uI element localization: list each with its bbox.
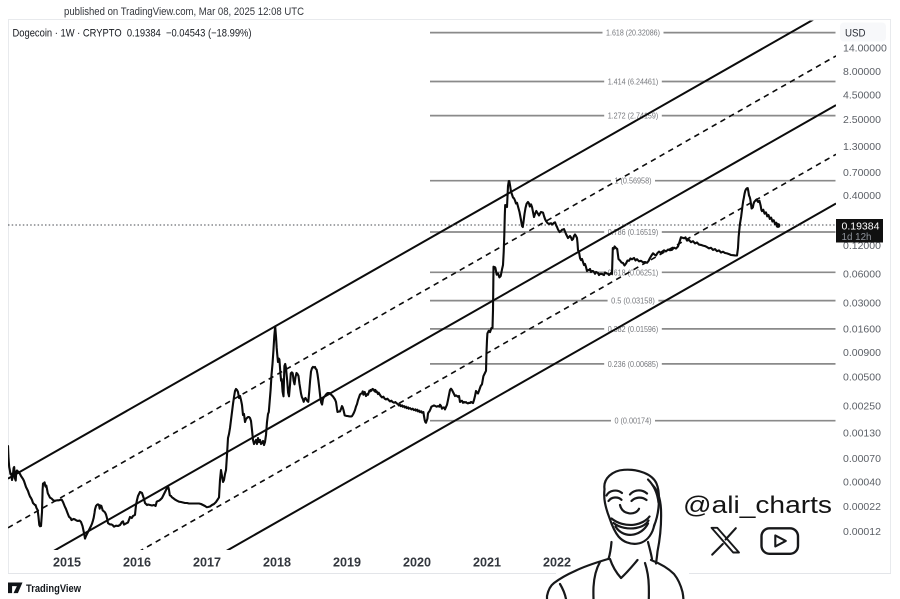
svg-text:2020: 2020 — [403, 555, 431, 570]
svg-text:0.00130: 0.00130 — [843, 427, 881, 439]
svg-text:0 (0.00174): 0 (0.00174) — [614, 416, 651, 426]
svg-text:2.50000: 2.50000 — [843, 114, 881, 126]
svg-text:2018: 2018 — [263, 555, 291, 570]
svg-text:Dogecoin · 1W · CRYPTO 0.1938: Dogecoin · 1W · CRYPTO 0.19384 −0.04543 … — [13, 28, 252, 40]
svg-text:8.00000: 8.00000 — [843, 66, 881, 78]
svg-text:0.06000: 0.06000 — [843, 269, 881, 281]
svg-text:0.236 (0.00685): 0.236 (0.00685) — [608, 359, 659, 369]
svg-text:1.272 (2.74159): 1.272 (2.74159) — [608, 111, 659, 121]
svg-text:1.30000: 1.30000 — [843, 141, 881, 153]
svg-text:2016: 2016 — [123, 555, 151, 570]
svg-text:TradingView: TradingView — [26, 583, 81, 595]
svg-text:@ali_charts: @ali_charts — [683, 492, 832, 519]
svg-text:0.00070: 0.00070 — [843, 453, 881, 465]
svg-text:0.00012: 0.00012 — [843, 526, 881, 538]
svg-text:1.618 (20.32086): 1.618 (20.32086) — [606, 28, 660, 38]
svg-text:0.19384: 0.19384 — [842, 221, 880, 233]
svg-text:published on TradingView.com,: published on TradingView.com, Mar 08, 20… — [64, 6, 304, 18]
svg-text:4.50000: 4.50000 — [843, 90, 881, 102]
svg-text:1d 12h: 1d 12h — [842, 232, 872, 243]
svg-text:0.00900: 0.00900 — [843, 347, 881, 359]
svg-text:0.00500: 0.00500 — [843, 372, 881, 384]
svg-text:2022: 2022 — [543, 555, 571, 570]
svg-text:0.03000: 0.03000 — [843, 297, 881, 309]
svg-text:0.40000: 0.40000 — [843, 190, 881, 202]
svg-text:0.70000: 0.70000 — [843, 167, 881, 179]
svg-text:2015: 2015 — [53, 555, 81, 570]
svg-text:0.00022: 0.00022 — [843, 501, 881, 513]
svg-text:0.382 (0.01596): 0.382 (0.01596) — [608, 324, 659, 334]
svg-text:2017: 2017 — [193, 555, 221, 570]
svg-text:0.00040: 0.00040 — [843, 476, 881, 488]
svg-text:0.5 (0.03158): 0.5 (0.03158) — [611, 296, 655, 306]
svg-text:0.786 (0.16519): 0.786 (0.16519) — [608, 227, 659, 237]
svg-text:2019: 2019 — [333, 555, 361, 570]
svg-text:USD: USD — [845, 28, 866, 40]
svg-text:2021: 2021 — [473, 555, 501, 570]
svg-text:0.618 (0.06251): 0.618 (0.06251) — [608, 267, 659, 277]
svg-text:1 (0.56958): 1 (0.56958) — [614, 176, 651, 186]
svg-text:0.00250: 0.00250 — [843, 400, 881, 412]
svg-text:0.12000: 0.12000 — [843, 240, 881, 252]
svg-text:14.00000: 14.00000 — [843, 43, 887, 55]
svg-text:1.414 (6.24461): 1.414 (6.24461) — [608, 77, 659, 87]
svg-text:0.01600: 0.01600 — [843, 323, 881, 335]
